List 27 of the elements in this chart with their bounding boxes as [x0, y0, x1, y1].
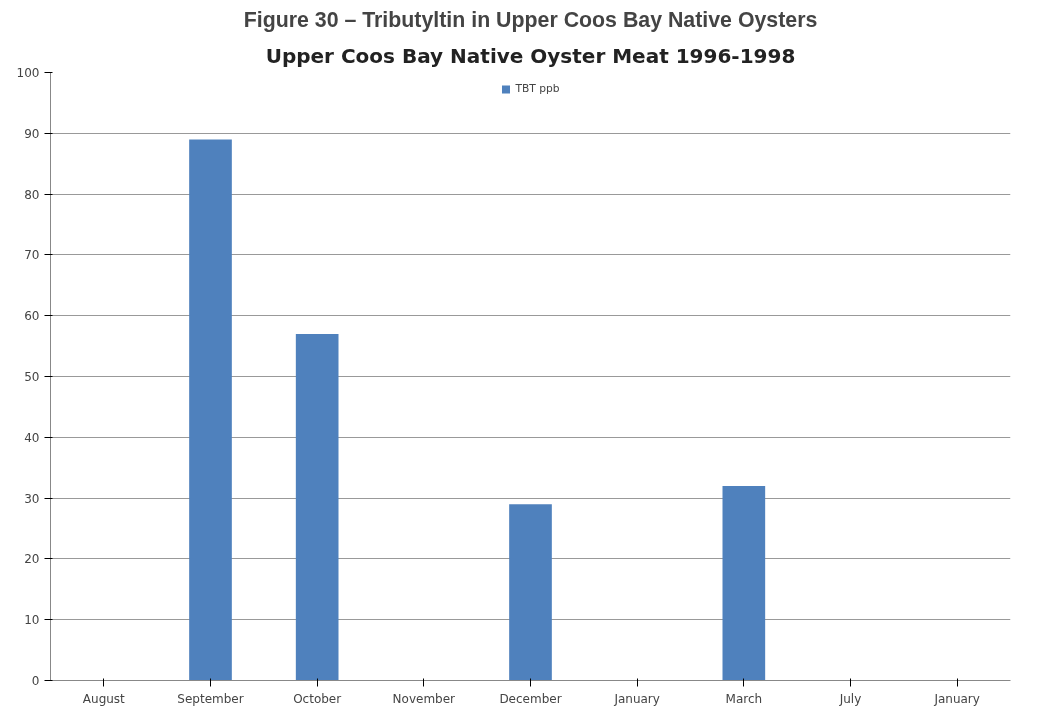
- bar: [295, 333, 339, 681]
- y-tick-label: 10: [24, 613, 40, 628]
- y-tick-label: 20: [24, 552, 40, 567]
- bar: [722, 485, 766, 681]
- y-tick-label: 60: [24, 309, 40, 324]
- y-tick-label: 80: [24, 187, 40, 202]
- x-tick-label: January: [613, 691, 660, 706]
- x-tick-label: July: [838, 691, 862, 706]
- x-tick-label: August: [82, 691, 126, 706]
- x-tick-label: December: [499, 691, 562, 706]
- bar: [189, 139, 232, 681]
- y-tick-label: 70: [24, 248, 40, 263]
- x-tick-label: January: [933, 691, 980, 706]
- x-tick-label: September: [177, 691, 244, 706]
- legend-label: TBT ppb: [515, 82, 560, 95]
- y-tick-label: 40: [24, 430, 40, 445]
- x-tick-label: March: [725, 691, 763, 706]
- bar: [509, 504, 552, 681]
- chart-title: Figure 30 – Tributyltin in Upper Coos Bay Native Oysters: [243, 7, 818, 32]
- y-tick-label: 50: [24, 370, 40, 384]
- x-tick-label: October: [293, 691, 342, 706]
- y-tick-label: 100: [16, 66, 40, 80]
- chart-subtitle: Upper Coos Bay Native Oyster Meat 1996-1998: [265, 43, 796, 68]
- y-tick-label: 30: [24, 491, 40, 506]
- y-tick-label: 90: [24, 126, 40, 141]
- y-tick-label: 0: [31, 674, 40, 688]
- x-tick-label: November: [392, 691, 456, 706]
